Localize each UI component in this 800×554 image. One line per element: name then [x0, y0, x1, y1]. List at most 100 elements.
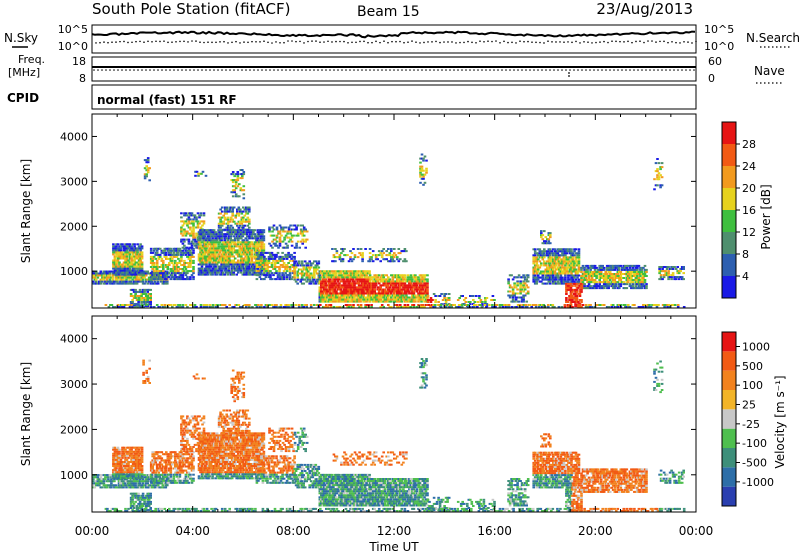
data-cell	[189, 234, 192, 237]
data-cell	[223, 251, 226, 254]
data-cell	[243, 239, 246, 242]
nsearch-dot	[291, 40, 293, 42]
data-cell	[408, 292, 411, 295]
data-cell	[447, 293, 451, 295]
data-cell	[571, 297, 574, 299]
data-cell	[127, 273, 130, 276]
data-cell	[269, 278, 272, 281]
data-cell	[241, 245, 245, 248]
data-cell	[220, 243, 223, 246]
data-cell	[581, 287, 585, 290]
data-cell	[357, 280, 361, 283]
data-cell	[157, 255, 160, 258]
nave-dot	[621, 69, 623, 71]
data-cell	[276, 276, 280, 279]
data-cell	[414, 298, 417, 301]
data-cell	[293, 224, 297, 227]
data-cell	[189, 214, 192, 217]
data-cell	[300, 276, 304, 279]
data-cell	[233, 231, 237, 234]
data-cell	[589, 264, 592, 267]
data-cell	[249, 261, 252, 264]
data-cell	[217, 259, 220, 262]
data-cell	[141, 288, 145, 291]
data-cell	[137, 267, 141, 270]
data-cell	[366, 298, 370, 301]
data-cell	[511, 292, 515, 295]
data-cell	[387, 292, 390, 295]
data-cell	[335, 274, 338, 277]
data-cell	[387, 300, 390, 303]
data-cell	[335, 296, 338, 299]
data-cell	[217, 216, 221, 219]
data-cell	[237, 251, 240, 254]
data-cell	[157, 276, 160, 279]
data-cell	[472, 299, 475, 301]
data-cell	[380, 290, 384, 293]
data-cell	[550, 256, 554, 259]
data-cell	[670, 278, 673, 281]
data-cell	[119, 282, 122, 285]
data-cell	[574, 299, 577, 301]
data-cell	[562, 248, 566, 251]
nave-dot	[169, 69, 171, 71]
data-cell	[421, 278, 425, 281]
data-cell	[561, 280, 564, 283]
data-cell	[361, 254, 364, 257]
data-cell	[350, 276, 353, 279]
data-cell	[223, 208, 227, 211]
data-cell	[555, 272, 558, 275]
freq-trace	[92, 66, 696, 77]
data-cell	[418, 274, 422, 277]
data-cell	[147, 301, 151, 303]
data-cell	[418, 284, 422, 287]
data-cell	[636, 287, 639, 290]
data-cell	[414, 282, 417, 285]
data-cell	[522, 282, 525, 285]
data-cell	[397, 296, 401, 299]
data-cell	[138, 288, 142, 291]
data-cell	[296, 232, 300, 235]
data-cell	[385, 280, 388, 283]
data-cell	[541, 258, 545, 261]
data-cell	[598, 273, 601, 275]
data-cell	[343, 248, 346, 250]
data-cell	[324, 288, 328, 291]
data-cell	[205, 255, 208, 258]
data-cell	[238, 235, 242, 238]
data-cell	[247, 243, 251, 246]
data-cell	[680, 266, 684, 268]
data-cell	[362, 274, 365, 277]
data-cell	[130, 271, 133, 274]
data-cell	[380, 296, 384, 299]
data-cell	[257, 259, 260, 262]
data-cell	[351, 276, 355, 279]
data-cell	[365, 272, 368, 275]
data-cell	[180, 238, 183, 241]
data-cell	[351, 296, 355, 299]
data-cell	[359, 296, 362, 299]
data-cell	[244, 267, 248, 270]
data-cell	[370, 276, 373, 279]
data-cell	[341, 296, 344, 299]
data-cell	[172, 272, 176, 275]
data-cell	[212, 233, 216, 236]
data-cell	[147, 272, 151, 275]
data-cell	[570, 270, 573, 273]
data-cell	[329, 274, 332, 277]
data-cell	[618, 266, 621, 269]
data-cell	[229, 249, 232, 252]
data-cell	[630, 268, 633, 271]
data-cell	[400, 276, 404, 279]
data-cell	[155, 253, 159, 256]
data-cell	[136, 257, 139, 260]
data-cell	[226, 241, 229, 244]
data-cell	[189, 255, 192, 258]
data-cell	[670, 274, 673, 277]
data-cell	[532, 256, 535, 259]
nave-dot	[541, 69, 543, 71]
data-cell	[190, 232, 194, 235]
data-cell	[661, 268, 664, 270]
data-cell	[255, 267, 258, 270]
data-cell	[564, 270, 567, 273]
